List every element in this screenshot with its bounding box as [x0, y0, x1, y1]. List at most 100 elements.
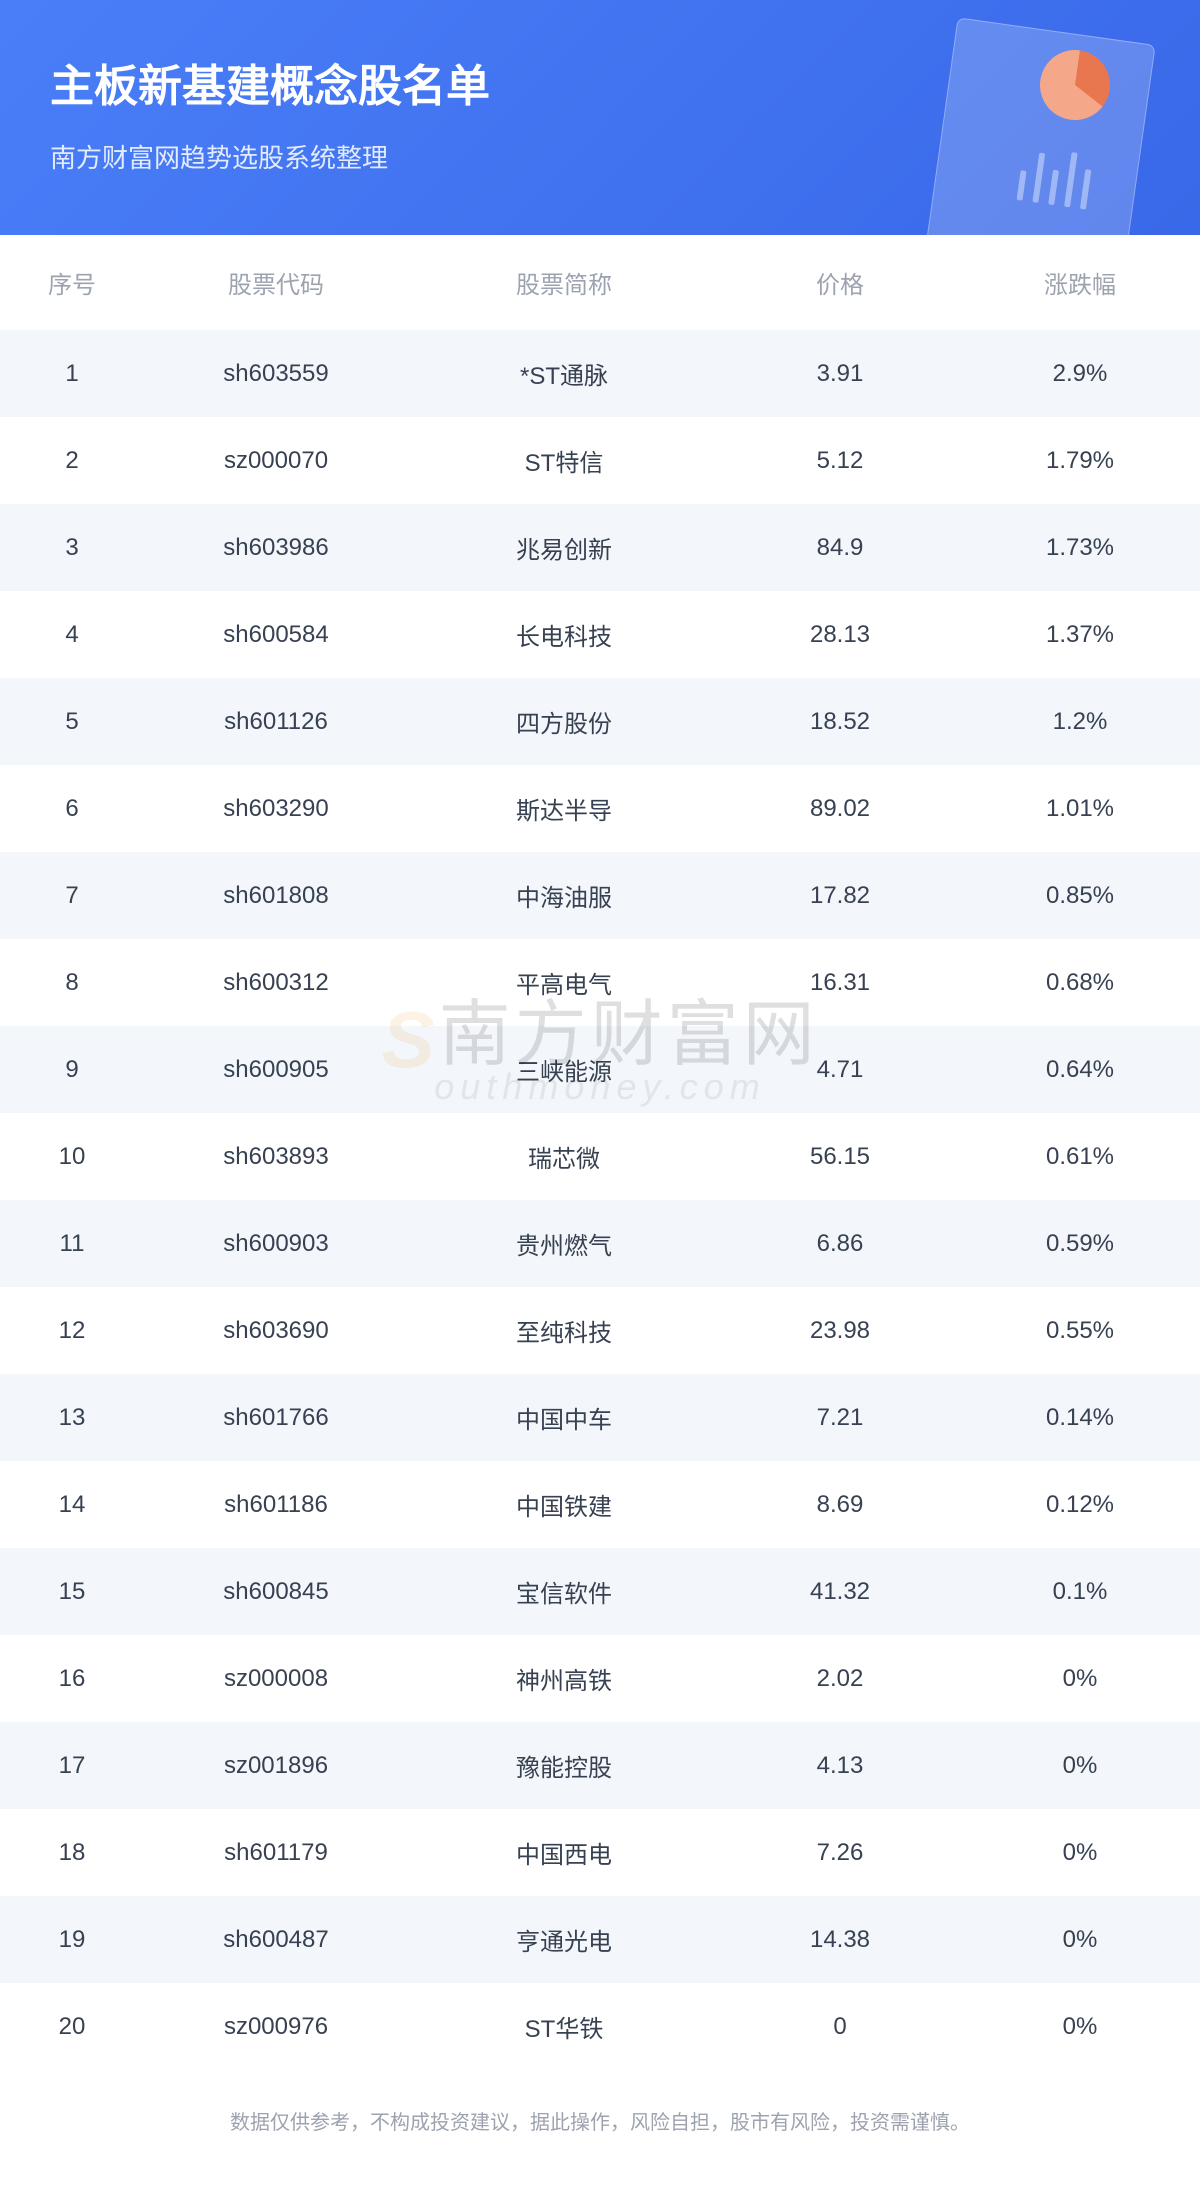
cell-change: 0.14% [960, 1374, 1200, 1461]
cell-index: 11 [0, 1200, 144, 1287]
cell-price: 28.13 [720, 591, 960, 678]
cell-code: sh603893 [144, 1113, 408, 1200]
table-row: 9sh600905三峡能源4.710.64% [0, 1026, 1200, 1113]
cell-name: 三峡能源 [408, 1026, 720, 1113]
cell-code: sh601179 [144, 1809, 408, 1896]
cell-price: 89.02 [720, 765, 960, 852]
cell-change: 0.1% [960, 1548, 1200, 1635]
table-row: 14sh601186中国铁建8.690.12% [0, 1461, 1200, 1548]
cell-code: sh600487 [144, 1896, 408, 1983]
cell-index: 10 [0, 1113, 144, 1200]
cell-price: 3.91 [720, 330, 960, 417]
table-row: 12sh603690至纯科技23.980.55% [0, 1287, 1200, 1374]
table-row: 19sh600487亨通光电14.380% [0, 1896, 1200, 1983]
cell-name: 亨通光电 [408, 1896, 720, 1983]
cell-price: 0 [720, 1983, 960, 2070]
cell-change: 0.85% [960, 852, 1200, 939]
cell-change: 0.59% [960, 1200, 1200, 1287]
cell-change: 0.64% [960, 1026, 1200, 1113]
cell-code: sz000070 [144, 417, 408, 504]
cell-name: 宝信软件 [408, 1548, 720, 1635]
cell-index: 1 [0, 330, 144, 417]
table-row: 17sz001896豫能控股4.130% [0, 1722, 1200, 1809]
cell-index: 8 [0, 939, 144, 1026]
cell-price: 8.69 [720, 1461, 960, 1548]
cell-code: sh600584 [144, 591, 408, 678]
cell-change: 1.73% [960, 504, 1200, 591]
table-header-row: 序号 股票代码 股票简称 价格 涨跌幅 [0, 235, 1200, 330]
cell-code: sh600845 [144, 1548, 408, 1635]
cell-code: sh600905 [144, 1026, 408, 1113]
cell-price: 2.02 [720, 1635, 960, 1722]
cell-name: 长电科技 [408, 591, 720, 678]
cell-code: sh601766 [144, 1374, 408, 1461]
cell-price: 16.31 [720, 939, 960, 1026]
cell-price: 18.52 [720, 678, 960, 765]
cell-code: sh603290 [144, 765, 408, 852]
cell-change: 0% [960, 1809, 1200, 1896]
cell-name: 中国西电 [408, 1809, 720, 1896]
cell-code: sh601186 [144, 1461, 408, 1548]
cell-change: 0% [960, 1896, 1200, 1983]
cell-name: 斯达半导 [408, 765, 720, 852]
cell-price: 6.86 [720, 1200, 960, 1287]
cell-index: 16 [0, 1635, 144, 1722]
disclaimer-text: 数据仅供参考，不构成投资建议，据此操作，风险自担，股市有风险，投资需谨慎。 [0, 2070, 1200, 2155]
table-row: 11sh600903贵州燃气6.860.59% [0, 1200, 1200, 1287]
cell-price: 17.82 [720, 852, 960, 939]
cell-name: 中国铁建 [408, 1461, 720, 1548]
table-row: 16sz000008神州高铁2.020% [0, 1635, 1200, 1722]
cell-change: 0% [960, 1722, 1200, 1809]
table-row: 18sh601179中国西电7.260% [0, 1809, 1200, 1896]
cell-change: 0.68% [960, 939, 1200, 1026]
table-row: 8sh600312平高电气16.310.68% [0, 939, 1200, 1026]
cell-change: 0% [960, 1983, 1200, 2070]
cell-name: ST特信 [408, 417, 720, 504]
cell-code: sz001896 [144, 1722, 408, 1809]
cell-price: 4.13 [720, 1722, 960, 1809]
col-header-code: 股票代码 [144, 235, 408, 330]
col-header-price: 价格 [720, 235, 960, 330]
cell-index: 6 [0, 765, 144, 852]
table-row: 10sh603893瑞芯微56.150.61% [0, 1113, 1200, 1200]
cell-code: sh600312 [144, 939, 408, 1026]
cell-price: 7.21 [720, 1374, 960, 1461]
cell-index: 17 [0, 1722, 144, 1809]
col-header-change: 涨跌幅 [960, 235, 1200, 330]
cell-code: sh600903 [144, 1200, 408, 1287]
table-row: 1sh603559*ST通脉3.912.9% [0, 330, 1200, 417]
cell-price: 7.26 [720, 1809, 960, 1896]
cell-change: 0.55% [960, 1287, 1200, 1374]
cell-name: 平高电气 [408, 939, 720, 1026]
cell-index: 3 [0, 504, 144, 591]
table-row: 3sh603986兆易创新84.91.73% [0, 504, 1200, 591]
table-row: 5sh601126四方股份18.521.2% [0, 678, 1200, 765]
cell-index: 13 [0, 1374, 144, 1461]
table-row: 2sz000070ST特信5.121.79% [0, 417, 1200, 504]
cell-change: 1.79% [960, 417, 1200, 504]
col-header-index: 序号 [0, 235, 144, 330]
cell-change: 0.12% [960, 1461, 1200, 1548]
cell-change: 2.9% [960, 330, 1200, 417]
table-row: 13sh601766中国中车7.210.14% [0, 1374, 1200, 1461]
cell-name: 四方股份 [408, 678, 720, 765]
cell-index: 2 [0, 417, 144, 504]
cell-index: 4 [0, 591, 144, 678]
cell-index: 9 [0, 1026, 144, 1113]
cell-index: 20 [0, 1983, 144, 2070]
col-header-name: 股票简称 [408, 235, 720, 330]
cell-index: 14 [0, 1461, 144, 1548]
cell-index: 7 [0, 852, 144, 939]
cell-index: 19 [0, 1896, 144, 1983]
cell-index: 18 [0, 1809, 144, 1896]
cell-name: 豫能控股 [408, 1722, 720, 1809]
bar-chart-icon [1017, 145, 1094, 209]
table-row: 7sh601808中海油服17.820.85% [0, 852, 1200, 939]
cell-name: 神州高铁 [408, 1635, 720, 1722]
cell-index: 5 [0, 678, 144, 765]
cell-name: 中海油服 [408, 852, 720, 939]
cell-name: 至纯科技 [408, 1287, 720, 1374]
cell-price: 5.12 [720, 417, 960, 504]
stock-table-container: S南方财富网 outhmoney.com 序号 股票代码 股票简称 价格 涨跌幅… [0, 235, 1200, 2185]
cell-index: 12 [0, 1287, 144, 1374]
